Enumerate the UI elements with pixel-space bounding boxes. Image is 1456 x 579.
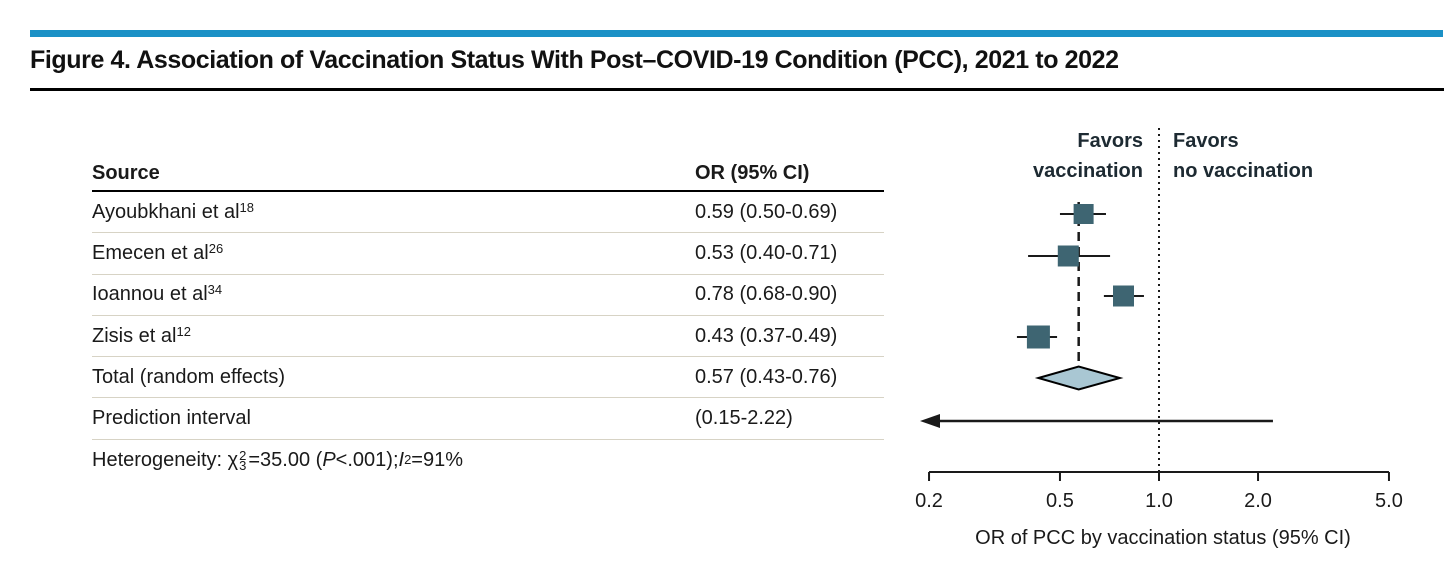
table-row: Zisis et al12 0.43 (0.37-0.49) <box>92 316 884 358</box>
or-ci-cell: 0.59 (0.50-0.69) <box>695 200 838 223</box>
title-rule <box>30 88 1444 91</box>
or-ci-cell: 0.43 (0.37-0.49) <box>695 324 838 347</box>
heterogeneity-note: Heterogeneity: χ 2 3 =35.00 (P <.001); I 2 =91… <box>92 448 464 474</box>
source-cell: Prediction interval <box>92 407 251 430</box>
x-tick-label: 0.2 <box>915 490 943 512</box>
source-cell: Emecen et al26 <box>92 240 224 264</box>
or-ci-cell: 0.57 (0.43-0.76) <box>695 365 838 388</box>
x-axis-title: OR of PCC by vaccination status (95% CI) <box>975 527 1351 549</box>
prediction-interval-arrowhead-icon <box>920 414 940 428</box>
table-row-prediction-interval: Prediction interval (0.15-2.22) <box>92 398 884 440</box>
or-ci-cell: 0.53 (0.40-0.71) <box>695 241 838 264</box>
reference-superscript: 34 <box>207 282 223 298</box>
total-diamond <box>1034 365 1124 391</box>
reference-superscript: 12 <box>176 323 191 339</box>
table-row: Emecen et al26 0.53 (0.40-0.71) <box>92 233 884 275</box>
results-table: Source OR (95% CI) Ayoubkhani et al18 0.… <box>92 153 884 481</box>
or-ci-cell: (0.15-2.22) <box>695 407 793 430</box>
reference-superscript: 18 <box>239 199 254 215</box>
table-row: Ayoubkhani et al18 0.59 (0.50-0.69) <box>92 192 884 234</box>
accent-bar <box>30 30 1443 37</box>
study-marker-square <box>1073 204 1094 224</box>
forest-plot: 0.2 0.5 1.0 2.0 5.0 <box>915 128 1403 512</box>
source-cell: Ioannou et al34 <box>92 282 223 306</box>
source-cell: Total (random effects) <box>92 365 286 388</box>
source-column-header: Source <box>92 162 160 184</box>
x-tick-label: 0.5 <box>1046 490 1074 512</box>
table-header-row: Source OR (95% CI) <box>92 153 884 192</box>
table-row-total: Total (random effects) 0.57 (0.43-0.76) <box>92 357 884 399</box>
favors-no-vaccination-label: Favors no vaccination <box>1173 130 1314 182</box>
or-column-header: OR (95% CI) <box>695 162 810 184</box>
x-tick-label: 2.0 <box>1244 490 1272 512</box>
study-marker-square <box>1057 245 1079 267</box>
study-marker-square <box>1026 325 1050 349</box>
source-cell: Ayoubkhani et al18 <box>92 199 254 223</box>
x-tick-label: 5.0 <box>1375 490 1403 512</box>
reference-superscript: 26 <box>208 240 224 256</box>
x-tick-label: 1.0 <box>1145 490 1173 512</box>
favors-vaccination-label: Favors vaccination <box>1032 130 1143 182</box>
table-row: Ioannou et al34 0.78 (0.68-0.90) <box>92 275 884 316</box>
source-cell: Zisis et al12 <box>92 323 191 347</box>
or-ci-cell: 0.78 (0.68-0.90) <box>695 283 838 306</box>
figure-title: Figure 4. Association of Vaccination Sta… <box>30 46 1119 74</box>
study-marker-square <box>1112 285 1134 307</box>
